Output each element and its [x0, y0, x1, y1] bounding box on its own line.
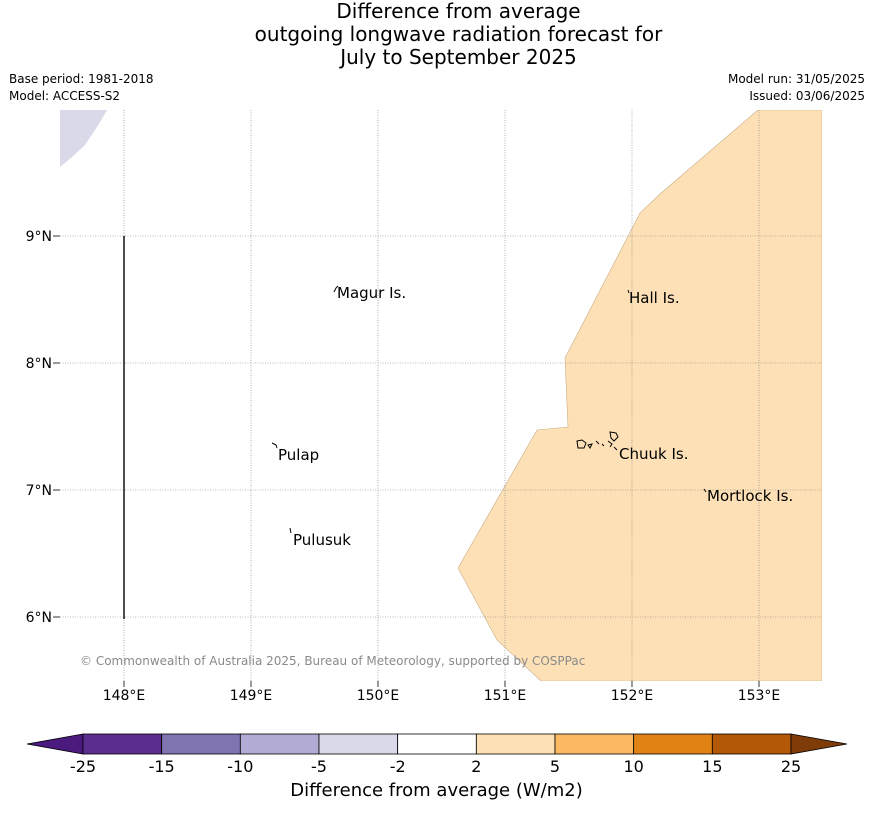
island-pulusuk [289, 527, 292, 534]
lat-tick-label: 6°N [26, 610, 52, 626]
lon-tick-label: 148°E [103, 688, 146, 704]
colorbar-tick-label: -2 [390, 757, 406, 776]
island-hall [627, 289, 630, 294]
island-mortlock [703, 488, 707, 493]
island-magur [333, 285, 339, 293]
lon-tick-label: 149°E [230, 688, 273, 704]
meta-left: Base period: 1981-2018 Model: ACCESS-S2 [9, 71, 154, 105]
island-chuuk-lagoon [576, 431, 619, 451]
colorbar-segment [318, 733, 399, 755]
lon-tick-label: 151°E [484, 688, 527, 704]
colorbar-tick-label: 15 [702, 757, 722, 776]
colorbar-segment [397, 733, 477, 755]
lon-tick-label: 153°E [738, 688, 781, 704]
title-line-1: Difference from average [336, 0, 581, 23]
island-pulap [271, 442, 278, 449]
map-title: Difference from average outgoing longwav… [0, 0, 873, 69]
colorbar-tick-label: 2 [471, 757, 481, 776]
lat-tick-label: 7°N [26, 483, 52, 499]
colorbar: -25 -15 -10 -5 -2 2 5 10 15 25 [26, 733, 848, 776]
colorbar-segment [711, 733, 792, 755]
lon-tick-label: 152°E [611, 688, 654, 704]
colorbar-segment [554, 733, 635, 755]
lat-axis: 9°N 8°N 7°N 6°N [26, 229, 60, 626]
place-label-mortlock: Mortlock Is. [707, 487, 793, 505]
anomaly-region-positive [457, 110, 822, 681]
colorbar-segment [633, 733, 713, 755]
colorbar-tick-label: 10 [623, 757, 643, 776]
model-text: Model: ACCESS-S2 [9, 89, 121, 103]
place-label-chuuk: Chuuk Is. [619, 445, 688, 463]
place-label-magur: Magur Is. [337, 284, 406, 302]
place-label-pulap: Pulap [278, 446, 319, 464]
colorbar-tick-label: -10 [227, 757, 253, 776]
meta-right: Model run: 31/05/2025 Issued: 03/06/2025 [728, 71, 865, 105]
colorbar-tick-label: -25 [70, 757, 96, 776]
colorbar-tick-label: -15 [149, 757, 175, 776]
place-label-hall: Hall Is. [629, 289, 680, 307]
lat-tick-label: 9°N [26, 229, 52, 245]
colorbar-tick-label: 5 [550, 757, 560, 776]
colorbar-label: Difference from average (W/m2) [290, 780, 583, 801]
colorbar-tick-label: -5 [311, 757, 327, 776]
lon-tick-label: 150°E [357, 688, 400, 704]
colorbar-segment [239, 733, 320, 755]
map-plot-area: Magur Is. Hall Is. Pulap Chuuk Is. Mortl… [60, 110, 822, 681]
lat-tick-label: 8°N [26, 356, 52, 372]
title-line-2: outgoing longwave radiation forecast for [254, 22, 663, 46]
issued-text: Issued: 03/06/2025 [749, 89, 865, 103]
anomaly-region-negative [60, 110, 107, 167]
base-period-text: Base period: 1981-2018 [9, 72, 154, 86]
place-label-pulusuk: Pulusuk [293, 531, 351, 549]
colorbar-segment [161, 733, 241, 755]
colorbar-extend-low [26, 733, 84, 755]
title-line-3: July to September 2025 [340, 45, 577, 69]
lon-axis: 148°E 149°E 150°E 151°E 152°E 153°E [103, 681, 781, 704]
model-run-text: Model run: 31/05/2025 [727, 72, 865, 86]
colorbar-tick-label: 25 [781, 757, 801, 776]
copyright-notice: © Commonwealth of Australia 2025, Bureau… [80, 654, 585, 668]
islands [271, 285, 707, 534]
colorbar-segment [475, 733, 556, 755]
colorbar-segment [82, 733, 163, 755]
colorbar-extend-high [790, 733, 848, 755]
